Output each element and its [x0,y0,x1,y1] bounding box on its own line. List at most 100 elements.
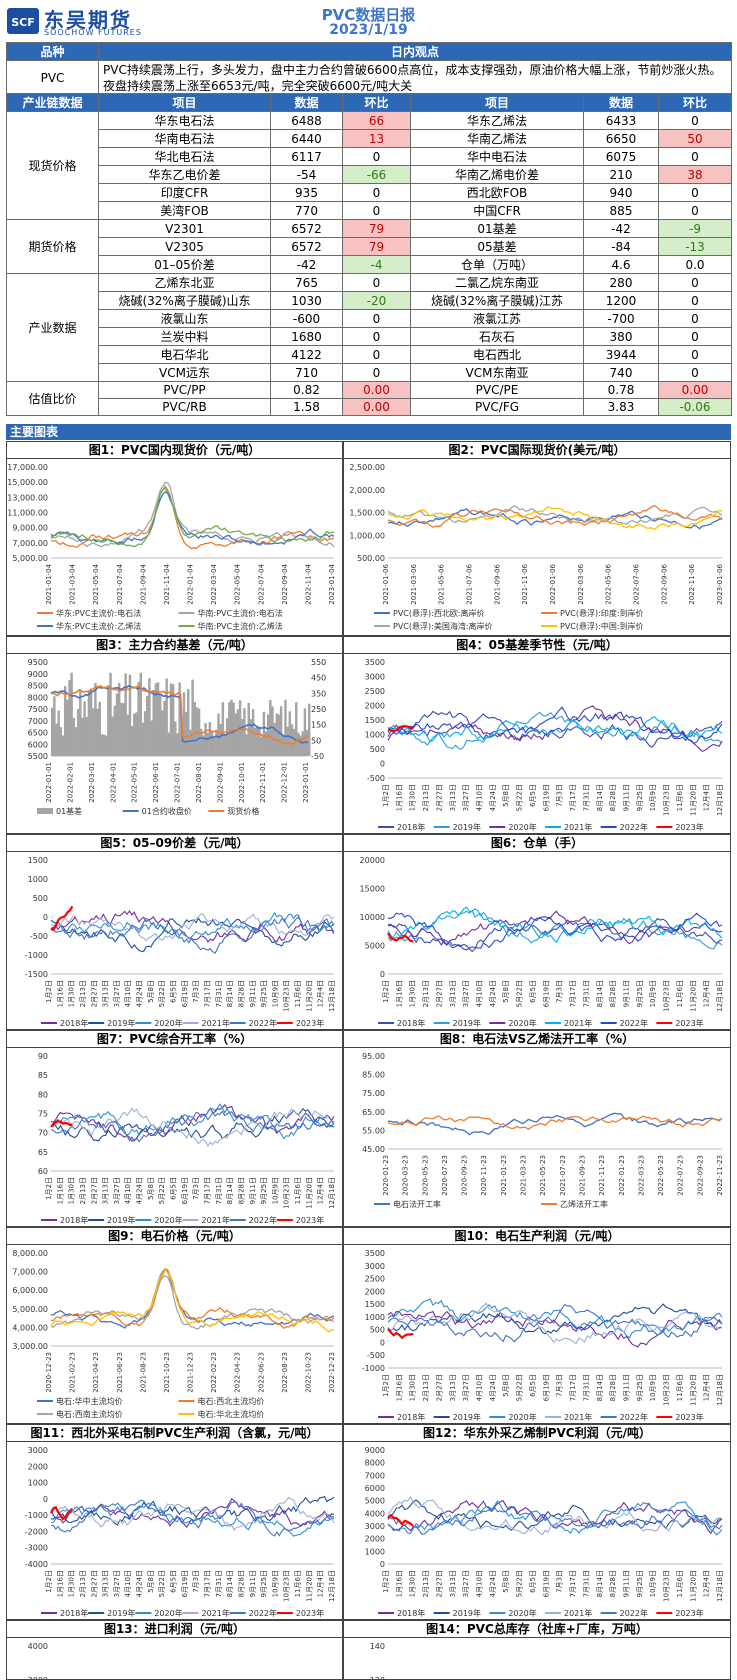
y-tick-label: -500 [367,1351,385,1360]
x-tick-label: 7月31日 [215,1570,223,1597]
value-cell: -54 [270,165,343,184]
change-cell: 0 [658,309,732,328]
y-tick-label: 500 [370,1326,385,1335]
change-cell: 0 [342,309,411,328]
series-line [388,912,723,951]
soochow-logo-icon: SCF [7,8,39,34]
legend-label: 2021年 [564,1018,592,1028]
x-tick-label: 2020-07-23 [441,1155,449,1196]
x-tick-label: 2022-06-01 [152,762,160,803]
x-tick-label: 4月10日 [124,1570,132,1597]
y-tick-label: 5,000.00 [12,554,48,563]
legend-label: 2020年 [508,1018,536,1028]
report-header: SCF 东吴期货 SOOCHOW FUTURES PVC数据日报 2023/1/… [0,0,737,42]
x-tick-label: 5月22日 [158,1177,166,1204]
series-line [387,1495,723,1536]
basis-bar [66,699,69,756]
chart-4: 图4：05基差季节性（元/吨） 3500 3000 2500 2000 1500 1000 5… [343,636,731,834]
change-cell: 38 [658,165,732,184]
value-cell: 280 [583,273,659,292]
series-line [387,932,414,943]
table-row: 01–05价差 -42 -4 仓单（万吨） 4.6 0.0 [7,255,732,274]
y-tick-label: 2500 [365,687,385,696]
x-tick-label: 6月5日 [170,1570,178,1593]
x-tick-label: 7月3日 [556,784,564,807]
series-line [387,710,723,748]
x-tick-label: 7月17日 [569,784,577,811]
basis-bar [299,735,302,756]
x-tick-label: 2021-01-23 [500,1155,508,1196]
x-tick-label: 7月17日 [203,1177,211,1204]
basis-bar [262,711,266,756]
main-charts-section-title: 主要图表 [6,424,731,440]
x-tick-label: 3月27日 [462,784,470,811]
chart-14: 图14：PVC总库存（社库+厂库，万吨） 140 120 [343,1620,731,1680]
basis-bar [161,710,164,756]
x-tick-label: 4月24日 [136,1177,144,1204]
basis-bar [215,729,218,756]
y-tick-label: 6500 [28,729,48,738]
y-tick-label: 3000 [365,1262,385,1271]
y-tick-label: 500 [370,745,385,754]
x-tick-label: 10月9日 [649,784,657,811]
series-line [50,487,335,550]
x-tick-label: 7月3日 [192,980,200,1003]
basis-bar [301,731,304,756]
x-tick-label: 11月6日 [676,980,684,1007]
legend-label: 2023年 [675,1018,703,1028]
value-cell: 1030 [270,291,343,310]
basis-bar [308,703,311,756]
series-line [50,1275,335,1330]
basis-bar [236,709,240,756]
x-tick-label: 5月8日 [147,1177,155,1200]
basis-bar [200,728,203,756]
y-tick-label: 4000 [365,1509,385,1518]
legend-label: 2020年 [154,1215,182,1225]
x-tick-label: 2021-10-23 [163,1352,171,1393]
y-tick-label: 7500 [28,705,48,714]
x-tick-label: 7月17日 [203,1570,211,1597]
y-tick-label: 1000 [365,1547,385,1556]
item-cell: 二氯乙烷东南亚 [410,273,584,292]
x-tick-label: 2021-05-04 [92,563,100,604]
report-date: 2023/1/19 [329,22,408,38]
legend-label: 华东:PVC主流价:乙烯法 [56,621,141,631]
industry-data-table: 产业链数据 项目 数据 环比 项目 数据 环比 现货价格 华东电石法 6488 66 华东乙烯法 643… [6,93,732,416]
x-tick-label: 10月9日 [271,1177,279,1204]
basis-bar [98,701,101,756]
item-cell: VCM远东 [98,363,271,382]
x-tick-label: 1月16日 [395,784,403,811]
basis-bar [174,721,177,756]
x-tick-label: 5月22日 [516,1374,524,1401]
x-tick-label: 12月4日 [317,980,325,1007]
legend-label: 01合约收盘价 [142,806,192,816]
x-tick-label: 2022-11-01 [259,762,267,803]
basis-bar [191,679,194,756]
table-row: V2305 6572 79 05基差 -84 -13 [7,237,732,256]
item-cell: 仓单（万吨） [410,255,584,274]
basis-bar [141,722,145,756]
basis-bar [260,736,263,756]
basis-bar [100,734,104,756]
basis-bar [193,702,196,756]
value-cell: -600 [270,309,343,328]
x-tick-label: 2022-12-01 [281,762,289,803]
x-tick-label: 11月20日 [305,980,313,1012]
view-product: PVC [6,60,99,96]
y-tick-label: 7000 [28,717,48,726]
y-tick-label: 45.00 [362,1145,385,1154]
y-tick-label: 3000 [28,1446,48,1455]
series-line [50,485,334,548]
series-line [50,1103,335,1140]
x-tick-label: 9月25日 [636,1570,644,1597]
x-tick-label: 2月13日 [79,980,87,1007]
chart-title: 图3：主力合约基差（元/吨） [7,637,342,654]
legend-label: 2023年 [296,1608,324,1618]
legend-label: 华南:PVC主流价:电石法 [198,608,283,618]
x-tick-label: 8月28日 [609,1570,617,1597]
change-cell: 0 [342,201,411,220]
basis-bar [53,696,56,756]
y-tick-label: 5000 [365,942,385,951]
